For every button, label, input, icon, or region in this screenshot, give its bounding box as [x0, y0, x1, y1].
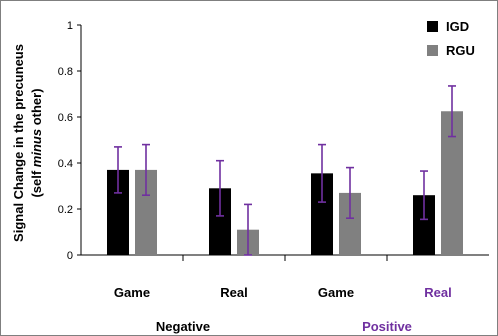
error-bars	[114, 85, 456, 256]
category-label: Game	[114, 285, 150, 300]
y-axis-label-line2: (self minus other)	[29, 88, 44, 197]
y-tick-label: 0.4	[58, 158, 73, 170]
x-axis-labels: Game Real Game Real Negative Positive	[114, 285, 452, 334]
y-tick-label: 0.8	[58, 66, 73, 78]
bar-igd-4	[413, 195, 435, 255]
category-label: Real	[220, 285, 247, 300]
y-tick-label: 0	[67, 250, 73, 262]
y-axis-label: Signal Change in the precuneus (self min…	[11, 44, 44, 242]
legend-swatch-igd	[427, 21, 438, 32]
group-label-negative: Negative	[156, 319, 210, 334]
bar-igd-1	[107, 169, 129, 255]
category-label: Real	[424, 285, 451, 300]
y-tick-label: 0.2	[58, 204, 73, 216]
y-axis-label-prefix: (self	[29, 167, 44, 197]
y-axis-label-line1: Signal Change in the precuneus	[11, 44, 26, 242]
y-axis-label-italic: minus	[29, 129, 44, 167]
category-label: Game	[318, 285, 354, 300]
bar-igd-3	[311, 173, 333, 255]
legend: IGD RGU	[427, 19, 475, 58]
y-tick-label: 1	[67, 20, 73, 32]
legend-swatch-rgu	[427, 45, 438, 56]
y-tick-label: 0.6	[58, 112, 73, 124]
bar-rgu-4	[441, 111, 463, 255]
bar-rgu-1	[135, 169, 157, 255]
y-axis-label-suffix: other)	[29, 88, 44, 128]
bars	[107, 111, 463, 255]
group-label-positive: Positive	[362, 319, 412, 334]
legend-label-igd: IGD	[446, 19, 469, 34]
legend-label-rgu: RGU	[446, 43, 475, 58]
bar-rgu-3	[339, 192, 361, 255]
bar-igd-2	[209, 188, 231, 255]
